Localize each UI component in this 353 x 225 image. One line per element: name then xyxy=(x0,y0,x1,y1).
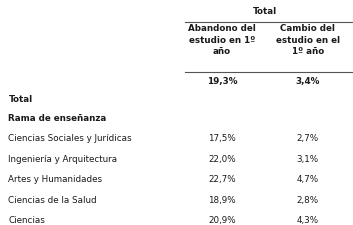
Text: 4,7%: 4,7% xyxy=(297,175,319,184)
Text: 18,9%: 18,9% xyxy=(208,196,236,205)
Text: 3,1%: 3,1% xyxy=(297,155,319,164)
Text: 19,3%: 19,3% xyxy=(207,77,237,86)
Text: 2,8%: 2,8% xyxy=(297,196,319,205)
Text: 22,0%: 22,0% xyxy=(208,155,236,164)
Text: Artes y Humanidades: Artes y Humanidades xyxy=(8,175,102,184)
Text: 22,7%: 22,7% xyxy=(208,175,236,184)
Text: Ciencias: Ciencias xyxy=(8,216,45,225)
Text: 20,9%: 20,9% xyxy=(208,216,236,225)
Text: Total: Total xyxy=(8,95,32,104)
Text: Ciencias de la Salud: Ciencias de la Salud xyxy=(8,196,97,205)
Text: Total: Total xyxy=(253,7,277,16)
Text: 2,7%: 2,7% xyxy=(297,134,319,143)
Text: 4,3%: 4,3% xyxy=(297,216,319,225)
Text: Ingeniería y Arquitectura: Ingeniería y Arquitectura xyxy=(8,155,118,164)
Text: Abandono del
estudio en 1º
año: Abandono del estudio en 1º año xyxy=(188,24,256,56)
Text: Rama de enseñanza: Rama de enseñanza xyxy=(8,114,107,123)
Text: 17,5%: 17,5% xyxy=(208,134,236,143)
Text: 3,4%: 3,4% xyxy=(296,77,320,86)
Text: Ciencias Sociales y Jurídicas: Ciencias Sociales y Jurídicas xyxy=(8,134,132,143)
Text: Cambio del
estudio en el
1º año: Cambio del estudio en el 1º año xyxy=(276,24,340,56)
